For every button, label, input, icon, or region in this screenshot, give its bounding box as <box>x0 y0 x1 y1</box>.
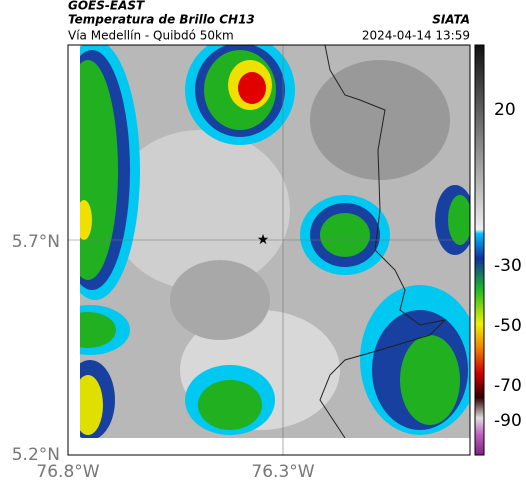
source: GOES-EAST <box>68 0 145 13</box>
title: Temperatura de Brillo CH13 <box>68 13 255 27</box>
colorbar <box>474 44 485 456</box>
location-star: ★ <box>257 232 270 248</box>
colorbar-tick: -30 <box>494 256 522 276</box>
org: SIATA <box>432 13 470 27</box>
lon-label: 76.8°W <box>36 462 99 482</box>
colorbar-tick: -70 <box>494 376 522 396</box>
lat-label: 5.7°N <box>12 232 60 252</box>
colorbar-tick: -90 <box>494 411 522 431</box>
timestamp: 2024-04-14 13:59 <box>362 29 470 43</box>
colorbar-tick: -50 <box>494 316 522 336</box>
lat-label: 5.2°N <box>12 445 60 465</box>
subtitle: Vía Medellín - Quibdó 50km <box>68 29 234 43</box>
lon-label: 76.3°W <box>251 462 314 482</box>
satellite-image <box>80 45 470 438</box>
colorbar-tick: 20 <box>494 100 516 120</box>
